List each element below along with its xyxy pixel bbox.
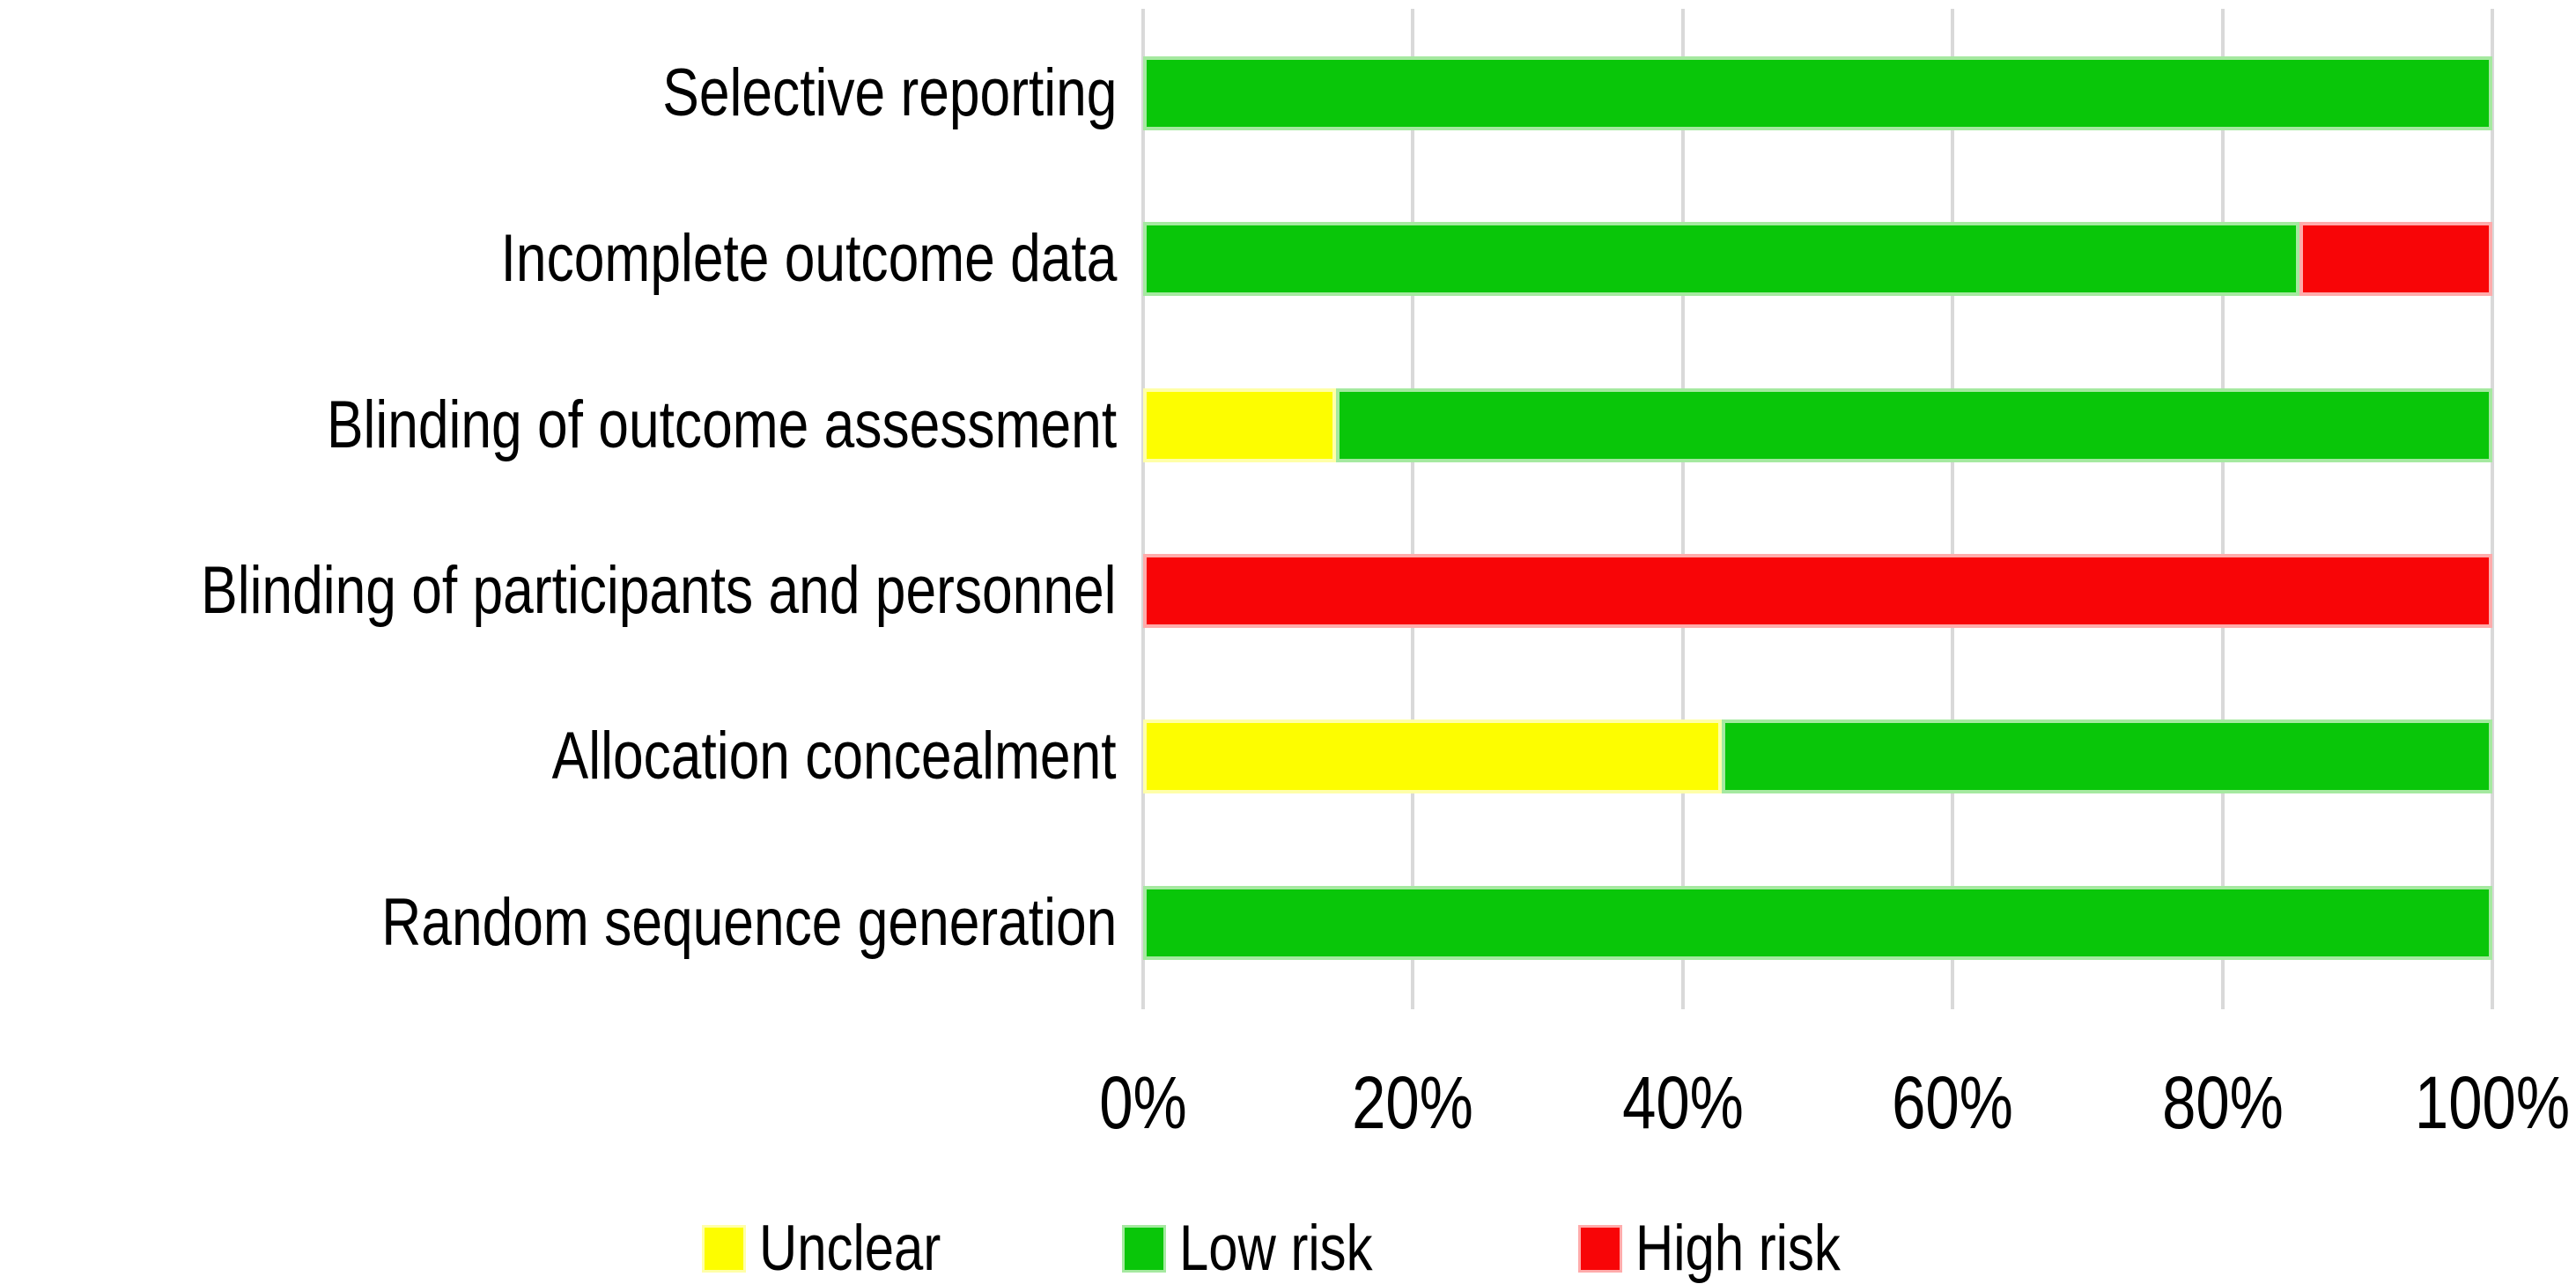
legend-label-low-risk: Low risk [1179,1214,1415,1284]
category-label-text: Incomplete outcome data [500,221,1117,297]
x-tick-text: 20% [1352,1061,1474,1144]
legend-swatch-high-risk-icon [1578,1225,1622,1273]
x-tick-label-60pct: 60% [1878,1060,2026,1146]
bar-segment-low-risk [1336,387,2492,462]
legend-item-high-risk: High risk [1578,1214,1886,1284]
gridline-60% [1951,9,1955,1009]
legend-label-text: Unclear [759,1213,941,1284]
legend-label-unclear: Unclear [759,1214,981,1284]
bar-segment-low-risk [1143,222,2299,297]
x-tick-label-0pct: 0% [1089,1060,1196,1146]
category-label-text: Random sequence generation [381,884,1117,960]
x-tick-label-40pct: 40% [1609,1060,1757,1146]
x-axis: 0% 20% 40% 60% 80% 100% [1099,1009,2570,1159]
legend-label-high-risk: High risk [1635,1214,1886,1284]
bar-segment-high-risk [2299,222,2492,297]
legend-label-text: High risk [1635,1213,1841,1284]
legend: Unclear Low risk High risk [0,1198,2576,1284]
bar-segment-high-risk [1143,553,2492,628]
category-label-allocation-concealment: Allocation concealment [0,719,1117,793]
category-label-selective-reporting: Selective reporting [0,56,1117,130]
category-label-random-sequence-generation: Random sequence generation [0,884,1117,960]
x-tick-label-80pct: 80% [2149,1060,2297,1146]
x-tick-label-20pct: 20% [1339,1060,1487,1146]
bar-segment-low-risk [1722,719,2492,794]
x-tick-text: 60% [1892,1061,2014,1144]
category-label-text: Selective reporting [661,55,1117,130]
category-label-incomplete-outcome-data: Incomplete outcome data [0,222,1117,296]
bar-row-blinding-of-participants-and-personnel [1143,553,2492,628]
category-label-text: Blinding of participants and personnel [201,552,1117,628]
gridline-20% [1411,9,1415,1009]
gridline-80% [2220,9,2225,1009]
bar-segment-unclear [1143,719,1723,794]
bar-row-incomplete-outcome-data [1143,222,2492,297]
category-label-blinding-of-outcome-assessment: Blinding of outcome assessment [0,387,1117,462]
bar-row-random-sequence-generation [1143,885,2492,960]
gridline-100% [2491,9,2494,1009]
x-tick-text: 80% [2161,1061,2284,1144]
x-tick-label-100pct: 100% [2398,1060,2576,1146]
bar-segment-unclear [1143,387,1337,462]
legend-swatch-low-risk-icon [1122,1225,1166,1273]
plot-area [1141,9,2494,1009]
legend-item-unclear: Unclear [702,1214,981,1284]
x-tick-text: 0% [1099,1061,1187,1144]
legend-swatch-unclear-icon [702,1225,746,1273]
bar-segment-low-risk [1143,885,2492,960]
bar-row-blinding-of-outcome-assessment [1143,387,2492,462]
category-label-blinding-of-participants-and-personnel: Blinding of participants and personnel [0,552,1117,628]
category-labels: Selective reporting Incomplete outcome da… [0,0,1117,1057]
gridline-40% [1680,9,1685,1009]
gridline-0% [1141,9,1145,1009]
legend-item-low-risk: Low risk [1122,1214,1415,1284]
category-label-text: Allocation concealment [552,719,1117,794]
bar-row-allocation-concealment [1143,719,2492,794]
x-tick-text: 40% [1621,1061,1744,1144]
legend-label-text: Low risk [1179,1213,1373,1284]
category-label-text: Blinding of outcome assessment [326,387,1117,462]
x-tick-text: 100% [2414,1061,2571,1144]
bar-segment-low-risk [1143,56,2492,130]
bar-row-selective-reporting [1143,56,2492,130]
